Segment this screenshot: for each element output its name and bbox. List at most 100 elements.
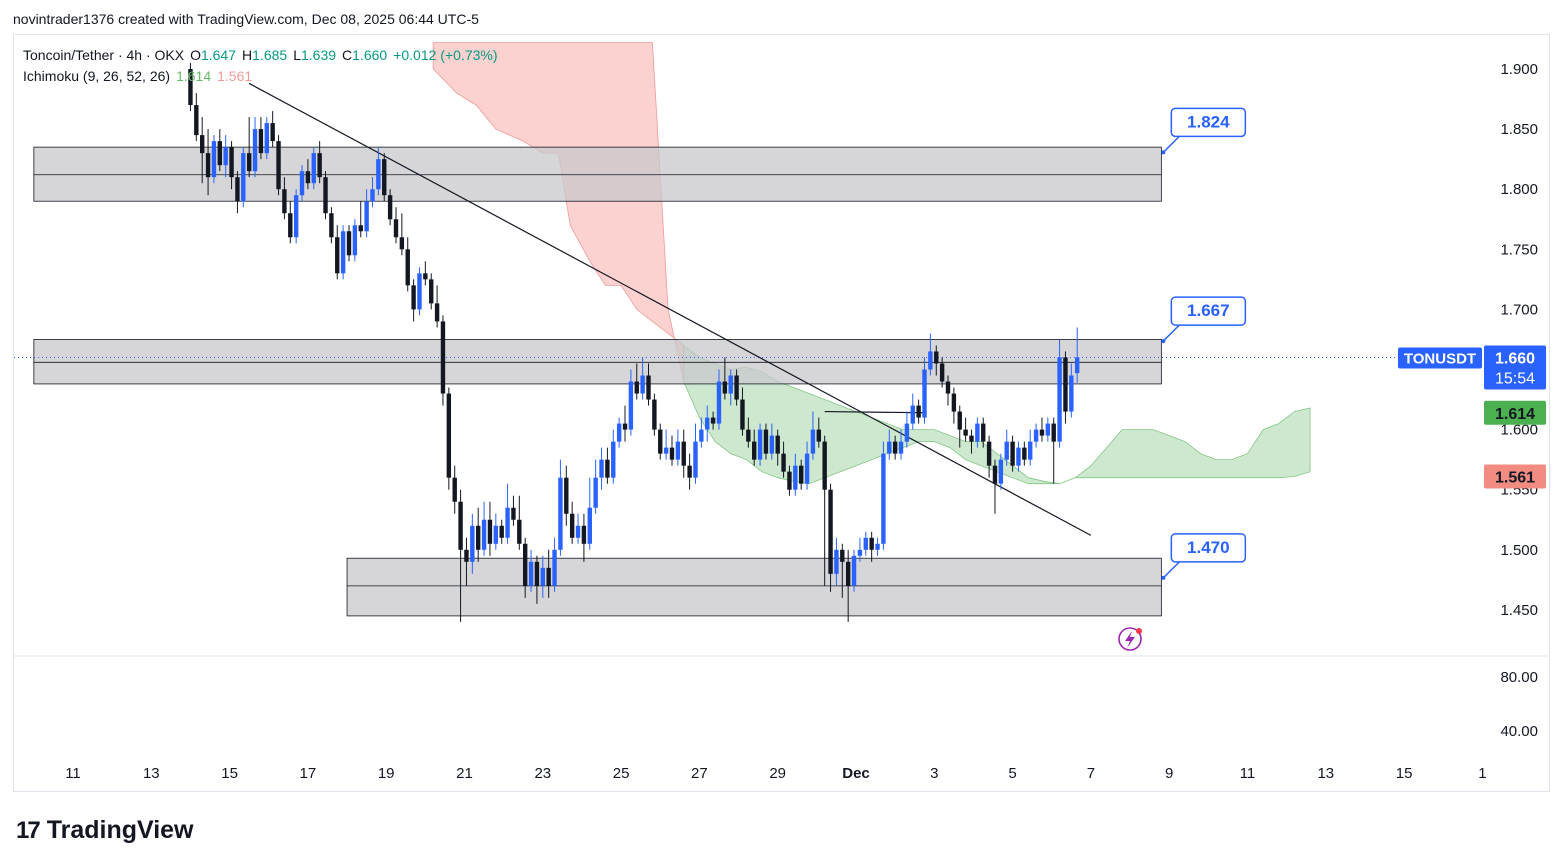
trendline-1 [824, 410, 927, 414]
candle-body [235, 177, 240, 202]
candle-body [992, 465, 998, 484]
candle-body [434, 303, 440, 322]
trendline-0 [248, 82, 1092, 536]
candle-body [528, 561, 534, 586]
candle-body [305, 171, 311, 184]
candle-body [564, 477, 569, 514]
candle-body [464, 549, 469, 562]
candle-body [470, 525, 475, 562]
x-tick-label: 3 [930, 765, 938, 782]
candle-body [810, 429, 816, 454]
candle-body [511, 507, 516, 520]
zone-0 [33, 146, 1162, 202]
candle-body [387, 195, 393, 220]
candle-body [211, 141, 217, 178]
candle-body [769, 435, 775, 454]
indicator-title[interactable]: Ichimoku (9, 26, 52, 26) [23, 68, 171, 84]
candle-body [223, 147, 228, 166]
target-label-1: 1.667 [1187, 301, 1230, 320]
candle-body [411, 285, 416, 310]
y-tick-label: 1.600 [1500, 422, 1538, 439]
ichimoku-span-a-value: 1.614 [176, 68, 212, 84]
candle-body [828, 489, 833, 574]
candle-body [522, 543, 528, 586]
candle-body [452, 477, 457, 502]
last-price-tag: 1.660 [1495, 350, 1535, 367]
tradingview-logo[interactable]: 17 TradingView [16, 816, 194, 845]
symbol-title[interactable]: Toncoin/Tether · 4h · OKX [23, 47, 185, 63]
candle-body [699, 429, 704, 442]
candle-body [446, 393, 452, 478]
candle-body [546, 567, 551, 586]
candle-body [716, 381, 722, 424]
x-tick-label: 27 [691, 765, 708, 782]
candle-body [787, 471, 792, 490]
target-label-2: 1.470 [1187, 538, 1230, 557]
candle-body [558, 477, 563, 550]
ichimoku-tag-1: 1.561 [1495, 469, 1535, 486]
candle-body [293, 195, 299, 238]
candle-body [569, 513, 575, 538]
candle-body [975, 423, 980, 442]
ichimoku-cloud-bearish [432, 42, 685, 382]
candle-body [816, 429, 822, 442]
x-tick-label: 1 [1478, 765, 1486, 782]
candle-body [340, 231, 346, 274]
candle-body [299, 171, 305, 196]
candle-body [534, 561, 540, 586]
x-tick-label: 15 [221, 765, 238, 782]
candle-body [681, 441, 686, 466]
candle-body [393, 219, 399, 238]
candle-body [693, 441, 698, 478]
lightning-icon-ring [1118, 627, 1142, 651]
candle-body [640, 375, 645, 394]
candle-body [329, 213, 334, 238]
y-tick-label: 1.800 [1500, 181, 1538, 198]
candle-body [599, 459, 604, 478]
close-label: C [342, 47, 353, 63]
x-tick-label: 29 [769, 765, 786, 782]
oscillator-tick-label: 80.00 [1500, 669, 1538, 686]
candle-body [246, 153, 252, 172]
x-tick-label: 19 [378, 765, 395, 782]
candle-body [928, 351, 933, 370]
candle-body [851, 555, 857, 586]
candle-body [963, 429, 968, 436]
x-tick-label: 17 [300, 765, 317, 782]
candle-body [382, 159, 387, 196]
candle-body [834, 549, 839, 574]
candle-body [264, 123, 269, 154]
candle-body [376, 159, 381, 190]
candle-body [822, 441, 827, 490]
candle-body [898, 441, 904, 454]
candle-body [845, 561, 851, 586]
high-value: 1.685 [252, 47, 288, 63]
candle-body [370, 189, 375, 202]
candle-body [892, 441, 898, 454]
candle-body [904, 423, 910, 442]
x-tick-label: 5 [1008, 765, 1016, 782]
candle-body [188, 69, 193, 106]
candle-body [969, 435, 974, 442]
candle-body [217, 141, 223, 166]
candle-body [1033, 429, 1039, 442]
candle-body [663, 447, 669, 454]
candle-body [775, 435, 780, 454]
x-tick-label: 23 [534, 765, 551, 782]
candle-body [804, 453, 810, 484]
candle-body [622, 423, 628, 430]
candle-body [605, 459, 610, 478]
candle-body [740, 399, 745, 430]
candle-body [276, 141, 281, 190]
countdown-tag: 15:54 [1495, 370, 1535, 387]
x-tick-label: 13 [143, 765, 160, 782]
candle-body [429, 279, 434, 304]
lightning-icon-bolt [1125, 631, 1135, 648]
candle-body [423, 273, 428, 280]
x-tick-label: 15 [1396, 765, 1413, 782]
candle-body [1004, 441, 1009, 460]
candle-body [1069, 375, 1074, 412]
candle-body [881, 453, 886, 544]
chart-attribution: novintrader1376 created with TradingView… [13, 11, 479, 27]
